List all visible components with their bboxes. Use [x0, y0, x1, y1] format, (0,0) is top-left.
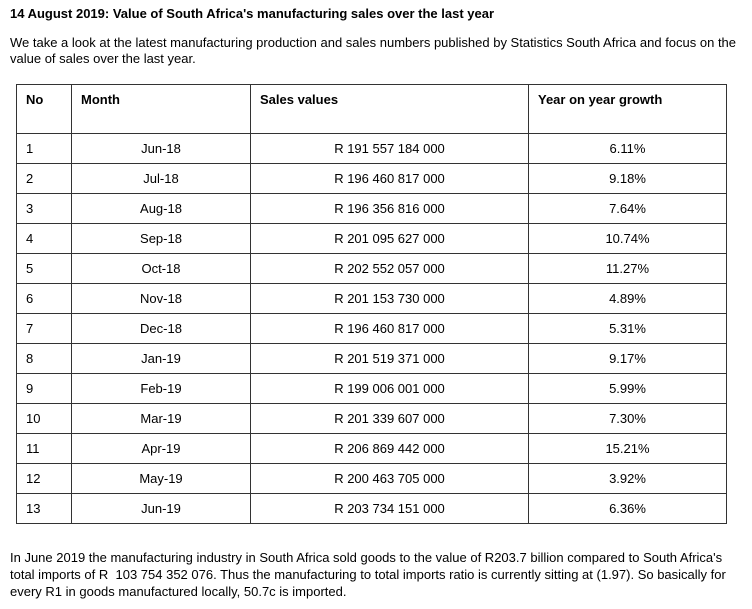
cell-sales: R 203 734 151 000: [250, 493, 529, 524]
cell-month: May-19: [71, 463, 251, 494]
cell-month: Aug-18: [71, 193, 251, 224]
cell-growth: 5.99%: [528, 373, 727, 404]
closing-paragraph: In June 2019 the manufacturing industry …: [10, 550, 730, 599]
cell-growth: 10.74%: [528, 223, 727, 254]
cell-no: 2: [16, 163, 72, 194]
cell-no: 8: [16, 343, 72, 374]
cell-month: Oct-18: [71, 253, 251, 284]
table-body: 1 Jun-18 R 191 557 184 000 6.11% 2 Jul-18 R 19…: [16, 133, 727, 524]
cell-sales: R 201 153 730 000: [250, 283, 529, 314]
cell-growth: 9.17%: [528, 343, 727, 374]
table-row: 13 Jun-19 R 203 734 151 000 6.36%: [16, 493, 727, 524]
cell-growth: 9.18%: [528, 163, 727, 194]
cell-growth: 3.92%: [528, 463, 727, 494]
table-row: 11 Apr-19 R 206 869 442 000 15.21%: [16, 433, 727, 464]
cell-no: 10: [16, 403, 72, 434]
cell-no: 9: [16, 373, 72, 404]
table-row: 6 Nov-18 R 201 153 730 000 4.89%: [16, 283, 727, 314]
cell-growth: 11.27%: [528, 253, 727, 284]
cell-growth: 5.31%: [528, 313, 727, 344]
cell-no: 5: [16, 253, 72, 284]
cell-month: Jan-19: [71, 343, 251, 374]
table-row: 12 May-19 R 200 463 705 000 3.92%: [16, 463, 727, 494]
cell-growth: 7.64%: [528, 193, 727, 224]
cell-sales: R 196 460 817 000: [250, 313, 529, 344]
cell-month: Nov-18: [71, 283, 251, 314]
cell-month: Feb-19: [71, 373, 251, 404]
table-row: 4 Sep-18 R 201 095 627 000 10.74%: [16, 223, 727, 254]
cell-month: Jun-18: [71, 133, 251, 164]
cell-growth: 6.11%: [528, 133, 727, 164]
cell-no: 4: [16, 223, 72, 254]
cell-no: 12: [16, 463, 72, 494]
column-header-sales: Sales values: [250, 84, 529, 134]
column-header-month: Month: [71, 84, 251, 134]
cell-sales: R 202 552 057 000: [250, 253, 529, 284]
cell-sales: R 196 356 816 000: [250, 193, 529, 224]
cell-no: 13: [16, 493, 72, 524]
cell-sales: R 196 460 817 000: [250, 163, 529, 194]
table-row: 2 Jul-18 R 196 460 817 000 9.18%: [16, 163, 727, 194]
table-row: 1 Jun-18 R 191 557 184 000 6.11%: [16, 133, 727, 164]
cell-sales: R 191 557 184 000: [250, 133, 529, 164]
cell-sales: R 201 339 607 000: [250, 403, 529, 434]
cell-no: 7: [16, 313, 72, 344]
cell-month: Apr-19: [71, 433, 251, 464]
table-row: 7 Dec-18 R 196 460 817 000 5.31%: [16, 313, 727, 344]
table-row: 8 Jan-19 R 201 519 371 000 9.17%: [16, 343, 727, 374]
cell-growth: 6.36%: [528, 493, 727, 524]
intro-paragraph: We take a look at the latest manufacturi…: [10, 35, 737, 66]
sales-table: No Month Sales values Year on year growt…: [16, 84, 727, 524]
cell-sales: R 199 006 001 000: [250, 373, 529, 404]
table-header: No Month Sales values Year on year growt…: [16, 84, 727, 134]
page-title: 14 August 2019: Value of South Africa's …: [10, 6, 495, 21]
cell-no: 3: [16, 193, 72, 224]
table-header-row: No Month Sales values Year on year growt…: [16, 84, 727, 134]
table-row: 10 Mar-19 R 201 339 607 000 7.30%: [16, 403, 727, 434]
cell-sales: R 200 463 705 000: [250, 463, 529, 494]
table-row: 5 Oct-18 R 202 552 057 000 11.27%: [16, 253, 727, 284]
cell-month: Jun-19: [71, 493, 251, 524]
column-header-growth: Year on year growth: [528, 84, 727, 134]
cell-month: Mar-19: [71, 403, 251, 434]
cell-growth: 4.89%: [528, 283, 727, 314]
cell-growth: 15.21%: [528, 433, 727, 464]
cell-month: Sep-18: [71, 223, 251, 254]
cell-no: 1: [16, 133, 72, 164]
cell-sales: R 201 519 371 000: [250, 343, 529, 374]
cell-no: 11: [16, 433, 72, 464]
cell-month: Dec-18: [71, 313, 251, 344]
table-row: 9 Feb-19 R 199 006 001 000 5.99%: [16, 373, 727, 404]
cell-sales: R 206 869 442 000: [250, 433, 529, 464]
cell-no: 6: [16, 283, 72, 314]
cell-growth: 7.30%: [528, 403, 727, 434]
cell-month: Jul-18: [71, 163, 251, 194]
table-row: 3 Aug-18 R 196 356 816 000 7.64%: [16, 193, 727, 224]
column-header-no: No: [16, 84, 72, 134]
cell-sales: R 201 095 627 000: [250, 223, 529, 254]
